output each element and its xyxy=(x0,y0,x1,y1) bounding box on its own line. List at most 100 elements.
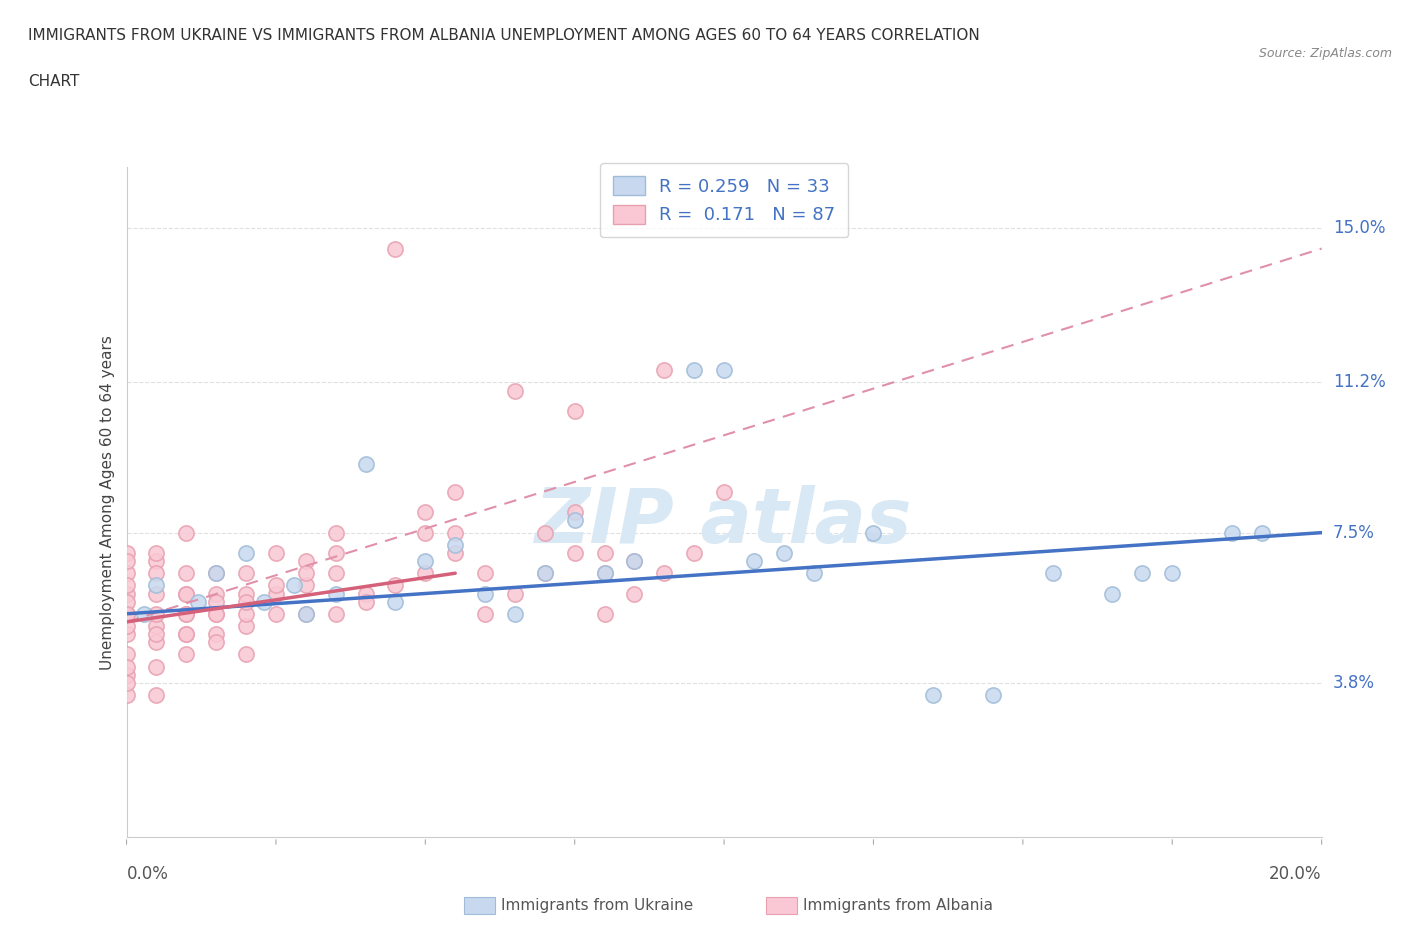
Point xyxy=(205,586,228,601)
Point xyxy=(187,594,209,609)
Point xyxy=(294,565,316,580)
Point xyxy=(325,565,347,580)
Point xyxy=(474,606,496,621)
Point xyxy=(205,606,228,621)
Point xyxy=(145,578,167,592)
Point xyxy=(922,687,945,702)
Point xyxy=(205,635,228,650)
Point xyxy=(683,546,706,561)
Point xyxy=(862,525,884,540)
Point xyxy=(174,606,197,621)
Point xyxy=(1161,565,1184,580)
Point xyxy=(145,627,167,642)
Point xyxy=(444,546,467,561)
Point xyxy=(174,525,197,540)
Point xyxy=(503,586,526,601)
Text: ZIP atlas: ZIP atlas xyxy=(536,485,912,559)
Y-axis label: Unemployment Among Ages 60 to 64 years: Unemployment Among Ages 60 to 64 years xyxy=(100,335,115,670)
Point xyxy=(115,606,138,621)
Point xyxy=(564,505,586,520)
Point xyxy=(264,586,287,601)
Point xyxy=(384,241,406,256)
Point xyxy=(205,565,228,580)
Point xyxy=(384,578,406,592)
Point xyxy=(981,687,1004,702)
Point xyxy=(205,565,228,580)
Point xyxy=(593,565,616,580)
Point xyxy=(283,578,305,592)
Point xyxy=(593,546,616,561)
Point xyxy=(235,586,257,601)
Text: 7.5%: 7.5% xyxy=(1333,524,1375,541)
Point xyxy=(1042,565,1064,580)
Point xyxy=(1130,565,1153,580)
Point xyxy=(115,553,138,568)
Text: CHART: CHART xyxy=(28,74,80,89)
Text: 15.0%: 15.0% xyxy=(1333,219,1385,237)
Point xyxy=(174,647,197,662)
Text: Source: ZipAtlas.com: Source: ZipAtlas.com xyxy=(1258,46,1392,60)
Point xyxy=(264,606,287,621)
Text: IMMIGRANTS FROM UKRAINE VS IMMIGRANTS FROM ALBANIA UNEMPLOYMENT AMONG AGES 60 TO: IMMIGRANTS FROM UKRAINE VS IMMIGRANTS FR… xyxy=(28,28,980,43)
Point xyxy=(623,553,645,568)
Point xyxy=(145,606,167,621)
Point xyxy=(253,594,276,609)
Point xyxy=(115,606,138,621)
Point xyxy=(593,565,616,580)
Point xyxy=(145,553,167,568)
Point xyxy=(503,606,526,621)
Point xyxy=(325,606,347,621)
Point xyxy=(354,594,377,609)
Point xyxy=(384,594,406,609)
Point xyxy=(174,586,197,601)
Point xyxy=(115,675,138,690)
Point xyxy=(803,565,825,580)
Point xyxy=(1250,525,1272,540)
Point xyxy=(115,659,138,674)
Point xyxy=(564,546,586,561)
Point xyxy=(413,565,436,580)
Point xyxy=(444,485,467,499)
Point xyxy=(134,606,156,621)
Point xyxy=(593,606,616,621)
Legend: R = 0.259   N = 33, R =  0.171   N = 87: R = 0.259 N = 33, R = 0.171 N = 87 xyxy=(600,163,848,237)
Point xyxy=(294,606,316,621)
Point xyxy=(115,586,138,601)
Point xyxy=(115,594,138,609)
Point xyxy=(444,525,467,540)
Point xyxy=(533,525,555,540)
Point xyxy=(145,565,167,580)
Point xyxy=(174,606,197,621)
Text: 20.0%: 20.0% xyxy=(1270,865,1322,883)
Point xyxy=(115,667,138,682)
Point xyxy=(564,404,586,418)
Point xyxy=(115,565,138,580)
Point xyxy=(264,578,287,592)
Point xyxy=(503,383,526,398)
Point xyxy=(205,594,228,609)
Point xyxy=(354,586,377,601)
Point xyxy=(413,505,436,520)
Point xyxy=(294,578,316,592)
Point xyxy=(325,525,347,540)
Point xyxy=(145,586,167,601)
Point xyxy=(235,565,257,580)
Point xyxy=(235,618,257,633)
Point xyxy=(444,538,467,552)
Point xyxy=(713,485,735,499)
Point xyxy=(713,363,735,378)
Point xyxy=(235,594,257,609)
Point xyxy=(325,546,347,561)
Point xyxy=(1101,586,1123,601)
Point xyxy=(533,565,555,580)
Point xyxy=(235,606,257,621)
Point xyxy=(474,565,496,580)
Point xyxy=(474,586,496,601)
Point xyxy=(145,635,167,650)
Point xyxy=(354,457,377,472)
Point xyxy=(145,618,167,633)
Point xyxy=(115,687,138,702)
Text: 0.0%: 0.0% xyxy=(127,865,169,883)
Text: Immigrants from Ukraine: Immigrants from Ukraine xyxy=(501,898,693,913)
Point xyxy=(174,586,197,601)
